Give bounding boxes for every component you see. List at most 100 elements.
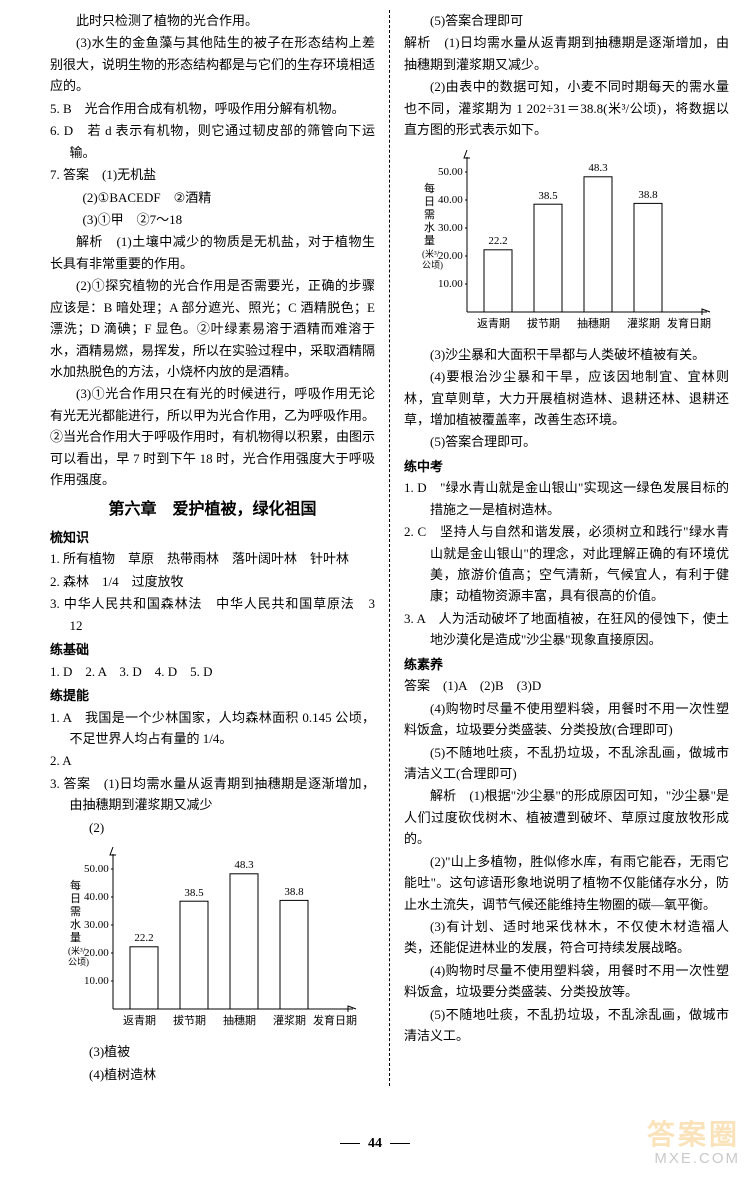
y-axis-label: 每 xyxy=(70,878,81,892)
text: (5)答案合理即可 xyxy=(404,10,729,31)
svg-text:日: 日 xyxy=(424,196,435,208)
svg-text:返青期: 返青期 xyxy=(477,317,510,330)
item-6: 6. D 若 d 表示有机物，则它通过韧皮部的筛管向下运输。 xyxy=(50,120,375,163)
bar-4 xyxy=(280,901,308,1010)
improve-3-2: (2) xyxy=(50,817,375,838)
text: (3)水生的金鱼藻与其他陆生的被子在形态结构上差别很大，说明生物的形态结构都是与… xyxy=(50,32,375,96)
bar-4-value: 38.8 xyxy=(284,886,304,898)
watermark: 答案圈 MXE.COM xyxy=(647,1120,740,1167)
svg-text:40.00: 40.00 xyxy=(438,194,463,206)
exam-3: 3. A 人为活动破坏了地面植被，在狂风的侵蚀下，使土地沙漠化是造成"沙尘暴"现… xyxy=(404,608,729,651)
text: (3)①甲 ②7～18 xyxy=(50,209,375,230)
svg-text:38.8: 38.8 xyxy=(638,189,658,201)
svg-text:40.00: 40.00 xyxy=(84,891,109,903)
exam-1: 1. D "绿水青山就是金山银山"实现这一绿色发展目标的措施之一是植树造林。 xyxy=(404,477,729,520)
bar-2 xyxy=(534,204,562,312)
text: (4)要根治沙尘暴和干旱，应该因地制宜、宜林则林，宜草则草，大力开展植树造林、退… xyxy=(404,366,729,430)
svg-text:灌浆期: 灌浆期 xyxy=(273,1013,306,1027)
y-arrow-icon xyxy=(464,150,470,158)
knowledge-2: 2. 森林 1/4 过度放牧 xyxy=(50,571,375,592)
svg-text:日: 日 xyxy=(70,893,81,905)
svg-text:抽穗期: 抽穗期 xyxy=(223,1013,256,1027)
svg-text:48.3: 48.3 xyxy=(588,162,608,174)
page-number: 44 xyxy=(0,1132,750,1155)
svg-text:拔节期: 拔节期 xyxy=(527,316,560,330)
text: (5)不随地吐痰，不乱扔垃圾，不乱涂乱画，做城市清洁义工(合理即可) xyxy=(404,742,729,785)
svg-text:水: 水 xyxy=(70,918,81,931)
bar-3 xyxy=(584,176,612,311)
text: (4)购物时尽量不使用塑料袋，用餐时不用一次性塑料饭盒，垃圾要分类盛装、分类投放… xyxy=(404,960,729,1003)
watermark-top: 答案圈 xyxy=(647,1120,740,1151)
section-exam: 练中考 xyxy=(404,456,729,477)
svg-text:量: 量 xyxy=(424,234,435,247)
text: (5)答案合理即可。 xyxy=(404,431,729,452)
improve-3: 3. 答案 (1)日均需水量从返青期到抽穗期是逐渐增加，由抽穗期到灌浆期又减少 xyxy=(50,773,375,816)
right-column: (5)答案合理即可 解析 (1)日均需水量从返青期到抽穗期是逐渐增加，由抽穗期到… xyxy=(404,10,729,1086)
bar-2-value: 38.5 xyxy=(184,887,204,899)
section-literacy: 练素养 xyxy=(404,654,729,675)
bar-2 xyxy=(180,901,208,1009)
left-column: 此时只检测了植物的光合作用。 (3)水生的金鱼藻与其他陆生的被子在形态结构上差别… xyxy=(50,10,375,1086)
analysis: 解析 (1)根据"沙尘暴"的形成原因可知，"沙尘暴"是人们过度砍伐树木、植被遭到… xyxy=(404,785,729,849)
text: (4)购物时尽量不使用塑料袋，用餐时不用一次性塑料饭盒，垃圾要分类盛装、分类投放… xyxy=(404,698,729,741)
text: (2)"山上多植物，胜似修水库，有雨它能吞，无雨它能吐"。这句谚语形象地说明了植… xyxy=(404,851,729,915)
svg-text:返青期: 返青期 xyxy=(123,1014,156,1027)
bar-1-value: 22.2 xyxy=(134,932,153,944)
knowledge-1: 1. 所有植物 草原 热带雨林 落叶阔叶林 针叶林 xyxy=(50,548,375,569)
svg-text:需: 需 xyxy=(70,905,81,918)
svg-text:20.00: 20.00 xyxy=(438,250,463,262)
improve-1: 1. A 我国是一个少林国家，人均森林面积 0.145 公顷，不足世界人均占有量… xyxy=(50,707,375,750)
svg-text:10.00: 10.00 xyxy=(84,975,109,987)
knowledge-3: 3. 中华人民共和国森林法 中华人民共和国草原法 3 12 xyxy=(50,593,375,636)
svg-text:10.00: 10.00 xyxy=(438,278,463,290)
bar-4 xyxy=(634,203,662,312)
literacy-answers: 答案 (1)A (2)B (3)D xyxy=(404,675,729,696)
section-improve: 练提能 xyxy=(50,685,375,706)
svg-text:抽穗期: 抽穗期 xyxy=(577,316,610,330)
item-5: 5. B 光合作用合成有机物，呼吸作用分解有机物。 xyxy=(50,98,375,119)
text: (3)沙尘暴和大面积干旱都与人类破坏植被有关。 xyxy=(404,344,729,365)
y-arrow-icon xyxy=(110,847,116,855)
chart-svg: 每 日 需 水 量 (米³/ 公顷) 10.00 20.00 30.00 40.… xyxy=(58,844,358,1039)
bar-1 xyxy=(130,947,158,1009)
svg-text:30.00: 30.00 xyxy=(438,222,463,234)
y-ticks: 10.00 20.00 30.00 40.00 50.00 xyxy=(438,166,467,290)
text: (2)①BACEDF ②酒精 xyxy=(50,187,375,208)
text: (3)①光合作用只在有光的时候进行，呼吸作用无论有光无光都能进行，所以甲为光合作… xyxy=(50,383,375,490)
svg-text:50.00: 50.00 xyxy=(84,863,109,875)
svg-text:灌浆期: 灌浆期 xyxy=(627,316,660,330)
svg-text:30.00: 30.00 xyxy=(84,919,109,931)
svg-text:需: 需 xyxy=(424,208,435,221)
page: 此时只检测了植物的光合作用。 (3)水生的金鱼藻与其他陆生的被子在形态结构上差别… xyxy=(0,0,750,1126)
text: (5)不随地吐痰，不乱扔垃圾，不乱涂乱画，做城市清洁义工。 xyxy=(404,1004,729,1047)
basic-answers: 1. D 2. A 3. D 4. D 5. D xyxy=(50,661,375,682)
y-axis-label: 每 xyxy=(424,181,435,195)
svg-text:20.00: 20.00 xyxy=(84,947,109,959)
section-knowledge: 梳知识 xyxy=(50,527,375,548)
exam-2: 2. C 坚持人与自然和谐发展，必须树立和践行"绿水青山就是金山银山"的理念，对… xyxy=(404,521,729,607)
improve-3-4: (4)植树造林 xyxy=(50,1064,375,1085)
bar-3-value: 48.3 xyxy=(234,859,254,871)
text: 此时只检测了植物的光合作用。 xyxy=(50,10,375,31)
svg-text:量: 量 xyxy=(70,931,81,944)
svg-text:22.2: 22.2 xyxy=(488,235,507,247)
svg-text:水: 水 xyxy=(424,221,435,234)
item-7: 7. 答案 (1)无机盐 xyxy=(50,164,375,185)
bar-chart-left: 每 日 需 水 量 (米³/ 公顷) 10.00 20.00 30.00 40.… xyxy=(58,844,375,1039)
analysis: 解析 (1)日均需水量从返青期到抽穗期是逐渐增加，由抽穗期到灌浆期又减少。 xyxy=(404,32,729,75)
bar-3 xyxy=(230,874,258,1009)
analysis: 解析 (1)土壤中减少的物质是无机盐，对于植物生长具有非常重要的作用。 xyxy=(50,231,375,274)
improve-3-3: (3)植被 xyxy=(50,1041,375,1062)
watermark-bottom: MXE.COM xyxy=(647,1151,740,1168)
svg-text:50.00: 50.00 xyxy=(438,166,463,178)
svg-text:发育日期: 发育日期 xyxy=(313,1013,357,1027)
y-ticks: 10.00 20.00 30.00 40.00 50.00 xyxy=(84,863,113,987)
bar-1 xyxy=(484,249,512,311)
bar-chart-right: 每 日 需 水 量 (米³/ 公顷) 10.00 20.00 30.00 40.… xyxy=(412,147,729,342)
text: (3)有计划、适时地采伐林木，不仅使木材造福人类，还能促进林业的发展，符合可持续… xyxy=(404,916,729,959)
chart-svg: 每 日 需 水 量 (米³/ 公顷) 10.00 20.00 30.00 40.… xyxy=(412,147,712,342)
column-divider xyxy=(389,10,390,1086)
svg-text:发育日期: 发育日期 xyxy=(667,316,711,330)
text: (2)①探究植物的光合作用是否需要光，正确的步骤应该是：B 暗处理；A 部分遮光… xyxy=(50,275,375,382)
svg-text:38.5: 38.5 xyxy=(538,190,558,202)
